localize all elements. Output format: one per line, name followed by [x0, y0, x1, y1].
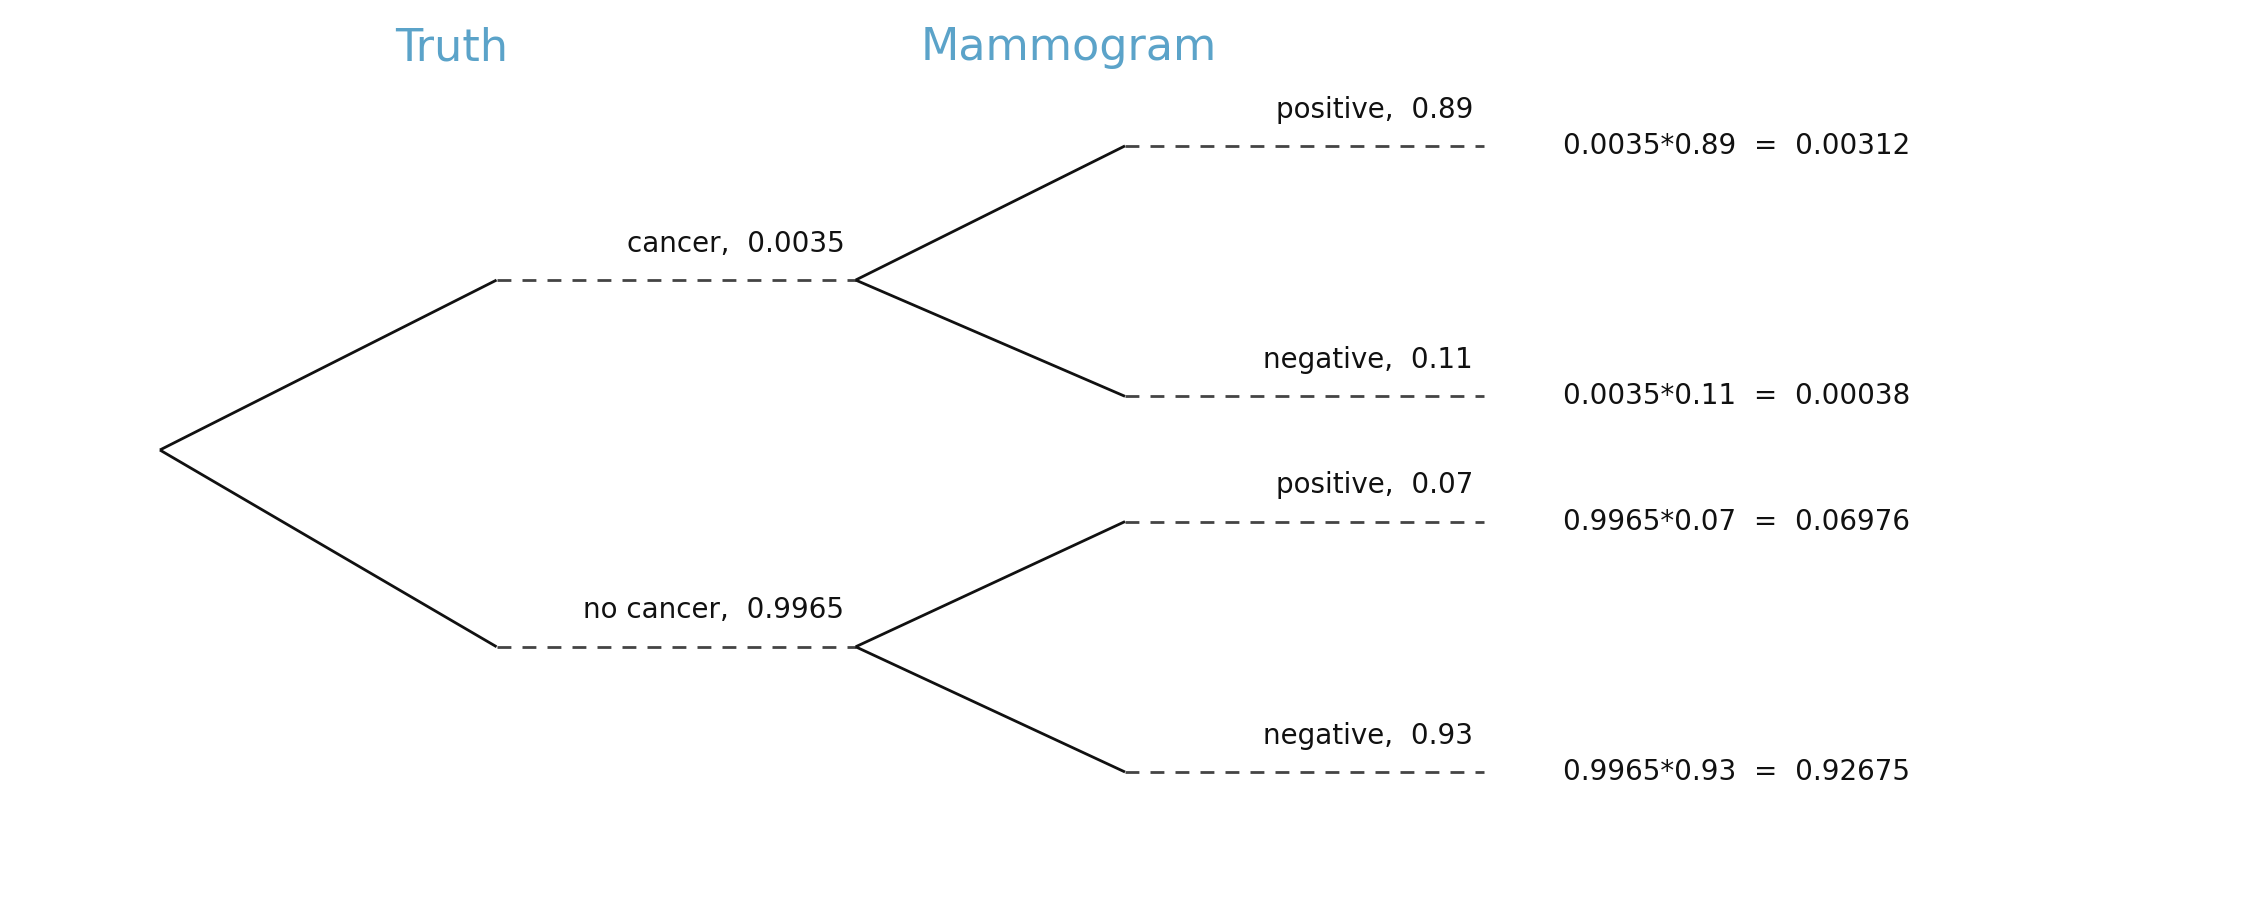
Text: Mammogram: Mammogram [920, 26, 1217, 69]
Text: no cancer,  0.9965: no cancer, 0.9965 [583, 597, 844, 625]
Text: positive,  0.07: positive, 0.07 [1276, 472, 1474, 500]
Text: 0.9965*0.07  =  0.06976: 0.9965*0.07 = 0.06976 [1564, 508, 1910, 536]
Text: 0.9965*0.93  =  0.92675: 0.9965*0.93 = 0.92675 [1564, 758, 1910, 786]
Text: cancer,  0.0035: cancer, 0.0035 [628, 230, 844, 257]
Text: positive,  0.89: positive, 0.89 [1276, 95, 1474, 123]
Text: 0.0035*0.11  =  0.00038: 0.0035*0.11 = 0.00038 [1564, 382, 1910, 410]
Text: Truth: Truth [396, 26, 509, 69]
Text: 0.0035*0.89  =  0.00312: 0.0035*0.89 = 0.00312 [1564, 132, 1910, 160]
Text: negative,  0.93: negative, 0.93 [1262, 722, 1474, 750]
Text: negative,  0.11: negative, 0.11 [1262, 346, 1474, 374]
